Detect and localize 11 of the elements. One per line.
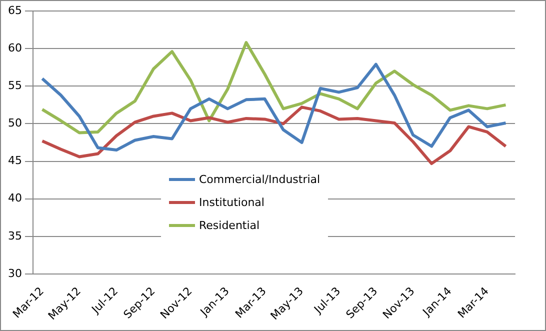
y-tick-label: 55 <box>8 79 22 92</box>
y-tick-label: 30 <box>8 266 22 280</box>
y-tick-label: 60 <box>8 41 22 54</box>
y-tick-label: 45 <box>8 154 22 168</box>
legend-label: Commercial/Industrial <box>199 173 320 186</box>
legend-label: Institutional <box>199 196 264 209</box>
legend-label: Residential <box>199 219 260 232</box>
y-tick-label: 65 <box>8 4 22 17</box>
y-tick-label: 35 <box>8 229 22 242</box>
y-tick-label: 40 <box>8 192 22 205</box>
y-tick-label: 50 <box>8 116 22 130</box>
